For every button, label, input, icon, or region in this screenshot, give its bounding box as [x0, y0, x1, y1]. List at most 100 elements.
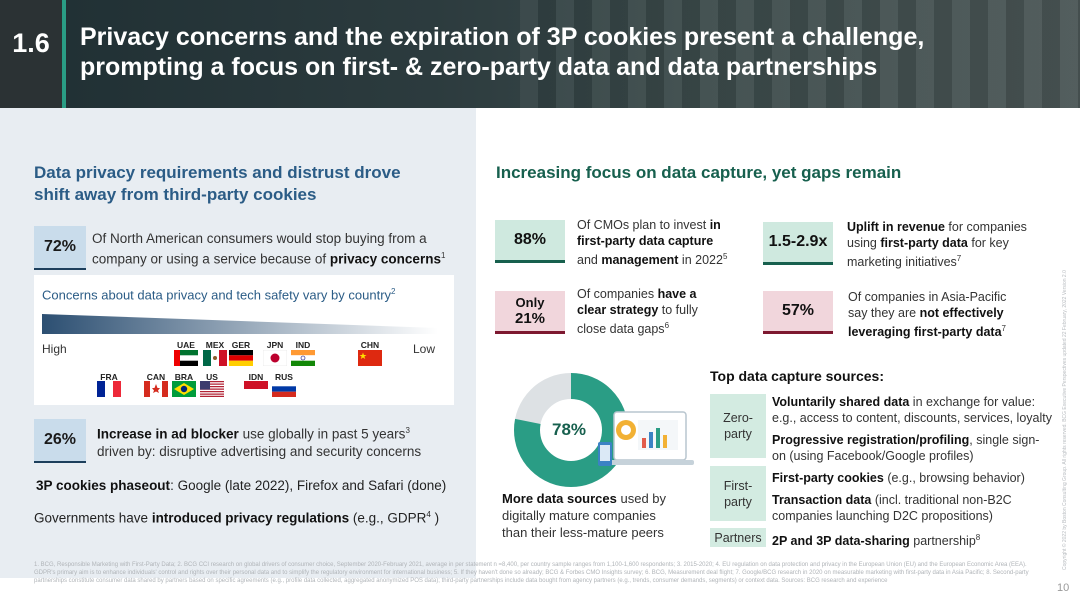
source-partnership-bold: 2P and 3P data-sharing — [772, 534, 910, 549]
donut-caption-bold: More data sources — [502, 491, 617, 506]
country-label-uae: UAE — [177, 340, 195, 350]
stat-57-text: Of companies in Asia-Pacific say they ar… — [848, 289, 1053, 340]
stat-72-sup: 1 — [440, 251, 446, 260]
stat-21-b: have a — [657, 287, 697, 301]
stat-21-text: Of companies have a clear strategy to fu… — [577, 286, 757, 337]
china-flag-icon — [358, 350, 382, 366]
donut-caption-line-1: More data sources used by — [502, 490, 692, 507]
source-registration-a: , single sign- — [969, 433, 1040, 447]
stat-21-value: 21% — [514, 310, 546, 327]
stat-57-c: not effectively — [919, 306, 1004, 320]
source-registration-line-1: Progressive registration/profiling, sing… — [772, 432, 1064, 448]
stat-15-a: Uplift in revenue — [847, 220, 945, 234]
source-voluntary-line-1: Voluntarily shared data in exchange for … — [772, 394, 1064, 410]
stat-26-line-1-text: use globally in past 5 years — [238, 426, 406, 442]
stat-21-line-3: close data gaps6 — [577, 318, 757, 337]
source-transaction-bold: Transaction data — [772, 493, 872, 507]
left-heading: Data privacy requirements and distrust d… — [34, 162, 454, 206]
canada-flag-icon — [144, 381, 168, 397]
stat-88-f: in 2022 — [678, 253, 723, 268]
cookies-phaseout-line: 3P cookies phaseout: Google (late 2022),… — [36, 478, 446, 493]
source-transaction-line-1: Transaction data (incl. traditional non-… — [772, 492, 1064, 508]
stat-72-text: Of North American consumers would stop b… — [92, 230, 472, 268]
donut-caption-line-2: digitally mature companies — [502, 508, 656, 523]
stat-21-a: Of companies — [577, 287, 658, 301]
france-flag-icon — [97, 381, 121, 397]
stat-72-line-2-text: company or using a service because of — [92, 251, 330, 267]
stat-57-sup: 7 — [1001, 324, 1006, 333]
stat-72-line-2: company or using a service because of pr… — [92, 247, 472, 268]
header-banner — [0, 0, 1080, 108]
stat-21-box: Only 21% — [495, 291, 565, 334]
country-label-ind: IND — [295, 340, 311, 350]
country-flags: UAE MEX GER JPN IND CHN FRA CAN BRA US I… — [0, 0, 476, 410]
country-label-bra: BRA — [174, 372, 194, 382]
russia-flag-icon — [272, 381, 296, 397]
stat-88-text: Of CMOs plan to invest in first-party da… — [577, 217, 757, 268]
top-sources-title: Top data capture sources: — [710, 368, 885, 384]
right-heading: Increasing focus on data capture, yet ga… — [496, 163, 902, 182]
stat-15-b: for companies — [944, 220, 1027, 234]
first-party-label-b: party — [724, 494, 752, 509]
source-cookies-a: (e.g., browsing behavior) — [883, 471, 1025, 485]
country-label-mex: MEX — [205, 340, 225, 350]
country-label-jpn: JPN — [266, 340, 284, 350]
stat-21-c: clear strategy — [577, 303, 659, 317]
country-label-ger: GER — [231, 340, 251, 350]
source-transaction: Transaction data (incl. traditional non-… — [772, 492, 1064, 524]
concern-gradient-bar — [42, 314, 438, 334]
usa-flag-icon — [200, 381, 224, 397]
donut-caption: More data sources used by digitally matu… — [502, 490, 692, 541]
donut-caption-line-3: than their less-mature peers — [502, 525, 664, 540]
stat-15-text: Uplift in revenue for companies using fi… — [847, 219, 1052, 270]
device-illustration-icon — [598, 411, 694, 466]
stat-21-d: to fully — [658, 303, 698, 317]
section-number-box — [0, 0, 66, 108]
stat-26-box: 26% — [34, 419, 86, 463]
stat-88-a: Of CMOs plan to invest — [577, 218, 710, 232]
stat-88-c: first-party data capture — [577, 234, 714, 248]
stat-88-b: in — [709, 218, 721, 232]
copyright-sidenote: Copyright © 2022 by Boston Consulting Gr… — [1062, 150, 1074, 570]
source-transaction-a: (incl. traditional non-B2C — [871, 493, 1012, 507]
card-title: Concerns about data privacy and tech saf… — [42, 287, 395, 302]
stat-15-f: marketing initiatives — [847, 255, 957, 270]
first-party-label-a: First- — [723, 478, 753, 493]
zero-party-label: Zero-party — [710, 394, 766, 458]
stat-88-d: and — [577, 253, 602, 268]
regulations-line: Governments have introduced privacy regu… — [34, 510, 439, 526]
stat-15-e: for key — [967, 236, 1009, 250]
page-number: 10 — [1057, 582, 1070, 594]
donut-caption-a: used by — [616, 491, 667, 506]
source-voluntary-bold: Voluntarily shared data — [772, 395, 910, 409]
stat-88-box: 88% — [495, 220, 565, 263]
regulations-bold: introduced privacy regulations — [151, 510, 350, 526]
stat-26-bold: Increase in ad blocker — [97, 426, 239, 442]
regulations-a: Governments have — [34, 510, 152, 526]
source-transaction-line-2: companies launching D2C propositions) — [772, 509, 993, 523]
stat-15-c: using — [847, 236, 881, 250]
title-line-1: Privacy concerns and the expiration of 3… — [80, 23, 925, 51]
left-heading-line-1: Data privacy requirements and distrust d… — [34, 163, 401, 182]
cookies-phaseout-bold: 3P cookies phaseout — [36, 478, 171, 493]
stat-57-value: 57% — [781, 302, 815, 319]
source-cookies-bold: First-party cookies — [772, 471, 884, 485]
uae-flag-icon — [174, 350, 198, 366]
source-partnership-a: partnership — [909, 534, 976, 549]
stat-88-line-1: Of CMOs plan to invest in — [577, 217, 757, 233]
indonesia-flag-icon — [244, 381, 268, 397]
stat-57-d: leveraging first-party data — [848, 325, 1002, 340]
stat-88-e: management — [601, 253, 679, 268]
stat-57-line-2: say they are not effectively — [848, 305, 1053, 321]
country-label-chn: CHN — [360, 340, 380, 350]
country-label-fra: FRA — [100, 372, 118, 382]
stat-72-bold: privacy concerns — [329, 251, 441, 267]
stat-15-box: 1.5-2.9x — [763, 222, 833, 265]
country-label-us: US — [206, 372, 218, 382]
stat-72-line-1: Of North American consumers would stop b… — [92, 231, 427, 246]
stat-57-line-3: leveraging first-party data7 — [848, 321, 1053, 340]
stat-57-box: 57% — [763, 291, 833, 334]
stat-15-d: first-party data — [880, 236, 968, 250]
partners-label: Partners — [710, 528, 766, 547]
source-partnership: 2P and 3P data-sharing partnership8 — [772, 530, 1064, 549]
